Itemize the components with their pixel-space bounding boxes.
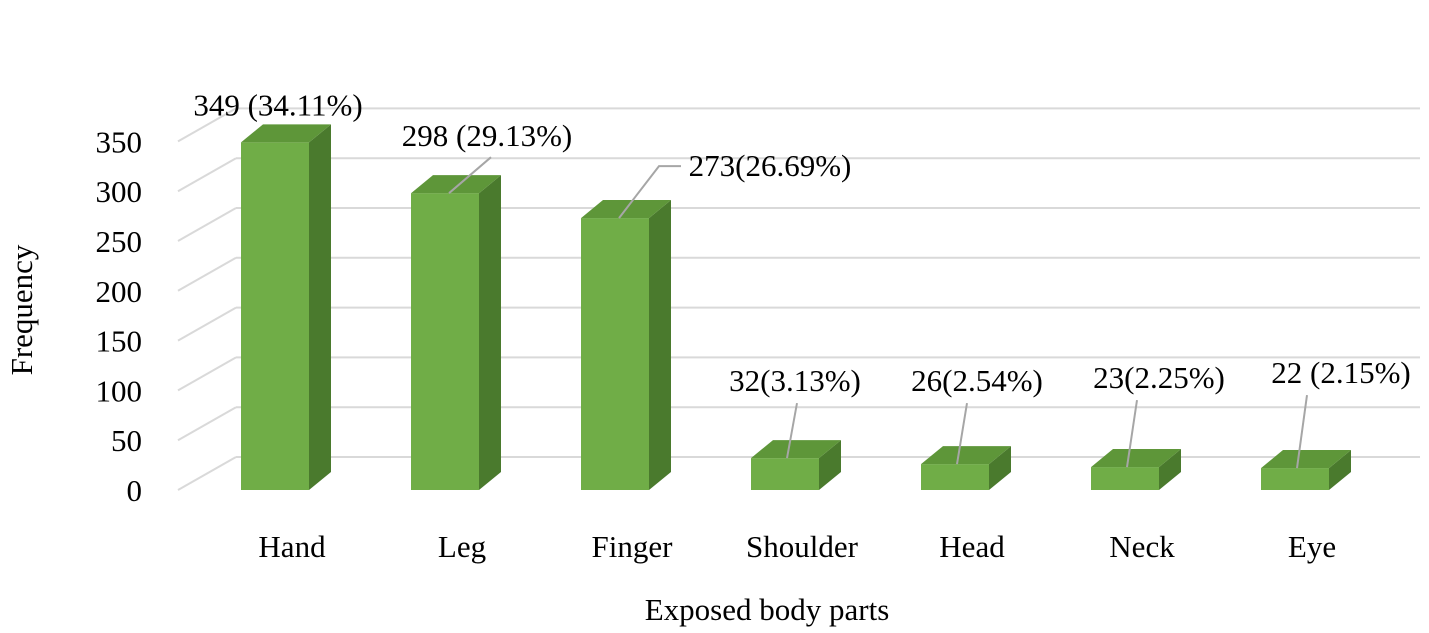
x-axis-categories: Hand Leg Finger Shoulder Head Neck Eye [258,529,1336,564]
bar-side [1159,449,1181,490]
data-label: 22 (2.15%) [1271,355,1410,390]
bar [241,124,331,490]
bar-top [1091,449,1181,468]
leader-line [786,402,798,459]
y-tick-label: 350 [96,124,143,159]
bar-front [241,142,309,490]
category-label: Finger [592,529,674,564]
y-tick-label: 0 [127,473,143,508]
leader-line [448,156,492,194]
leader-line [1296,394,1308,469]
bar-top [1261,450,1351,469]
category-label: Shoulder [746,529,859,564]
bar-front [411,193,479,490]
gridline-side [177,256,237,292]
gridline-side [177,157,237,193]
data-label: 298 (29.13%) [402,118,572,153]
bar-side [989,446,1011,490]
category-label: Eye [1288,529,1336,564]
bar-side [1329,450,1351,490]
bar [411,175,501,491]
gridline-side [177,406,237,442]
gridline-side [177,456,237,491]
bar-front [1091,467,1159,490]
y-tick-label: 50 [111,423,142,458]
bar [1261,450,1351,490]
gridline-side [177,356,237,392]
leader-line [956,402,968,465]
leader-lines [448,156,1308,469]
category-label: Hand [258,529,326,564]
bar-top [411,175,501,194]
data-label: 32(3.13%) [729,363,861,398]
bar-front [751,458,819,490]
bar [1091,449,1181,490]
bar-front [1261,468,1329,490]
y-tick-label: 150 [96,324,143,359]
bar-side [819,440,841,490]
leader-line [618,165,681,219]
data-label: 23(2.25%) [1093,360,1225,395]
y-tick-label: 200 [96,274,143,309]
gridline-side [177,306,237,342]
y-axis-ticks: 0 50 100 150 200 250 300 350 [96,124,143,508]
bar-top [751,440,841,459]
x-axis-title: Exposed body parts [645,592,890,627]
bar [581,200,671,491]
category-label: Head [939,529,1005,564]
bar [921,446,1011,490]
bars [241,124,1351,491]
data-labels: 349 (34.11%) 298 (29.13%) 273(26.69%) 32(3.… [193,87,1410,398]
data-label: 349 (34.11%) [193,87,362,122]
bar-top [921,446,1011,465]
y-tick-label: 250 [96,224,143,259]
y-tick-label: 300 [96,174,143,209]
category-label: Neck [1109,529,1175,564]
bar-front [921,464,989,490]
data-label: 273(26.69%) [689,148,852,183]
bar-side [479,175,501,491]
y-tick-label: 100 [96,373,143,408]
category-label: Leg [438,529,486,564]
bar-top [241,124,331,143]
bar-side [309,124,331,490]
gridline-side [177,207,237,242]
y-axis-title: Frequency [4,244,39,375]
bar-side [649,200,671,490]
bar-front [581,218,649,491]
data-label: 26(2.54%) [911,363,1043,398]
bar [751,440,841,490]
leader-line [1126,399,1138,468]
gridline-side [177,107,237,143]
